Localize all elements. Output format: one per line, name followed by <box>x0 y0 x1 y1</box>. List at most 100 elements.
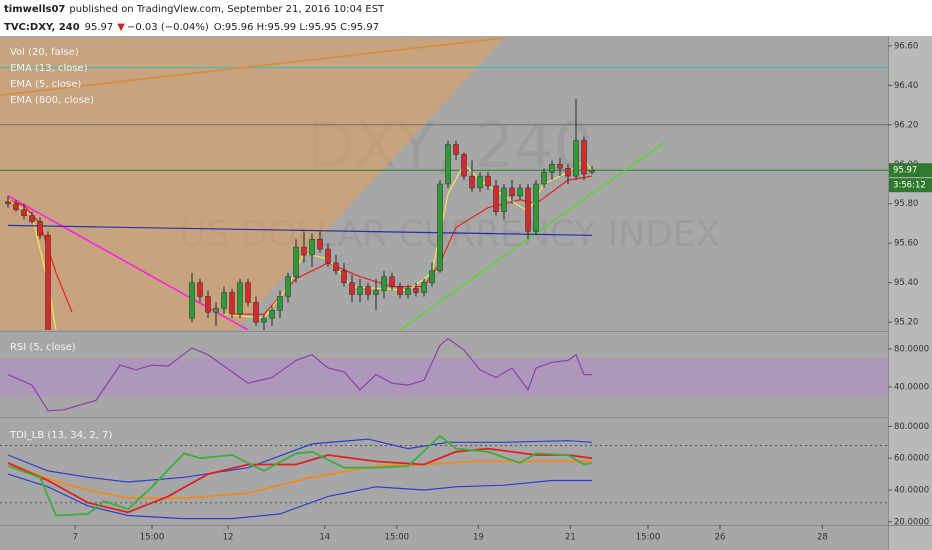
indicator-line <box>7 447 593 514</box>
author-line: timwells07 published on TradingView.com, … <box>4 4 385 15</box>
candle-body <box>373 290 379 295</box>
candle-body <box>589 169 595 173</box>
candle-body <box>533 183 539 232</box>
indicator-line <box>7 434 593 517</box>
x-tick-label: 15:00 <box>636 533 661 543</box>
indicator-line <box>7 337 592 412</box>
candle-body <box>333 262 339 272</box>
last-price: 95.97 <box>85 22 114 33</box>
candle-body <box>189 282 195 319</box>
x-tick-label: 15:00 <box>140 533 165 543</box>
pane <box>0 337 888 412</box>
candle-body <box>301 246 307 256</box>
candle-body <box>285 276 291 297</box>
candle-body <box>269 310 275 319</box>
y-tick-label: 96.60 <box>894 41 918 51</box>
candle-body <box>221 292 227 309</box>
candle-body <box>453 144 459 155</box>
watermark-subtitle: US DOLLAR CURRENCY INDEX <box>180 214 721 255</box>
chart-background <box>0 36 932 550</box>
candle-body <box>557 164 563 169</box>
y-tick-label: 60.0000 <box>894 454 929 464</box>
candle-body <box>253 302 259 323</box>
y-tick-label: 20.0000 <box>894 517 929 527</box>
indicator-line <box>7 438 593 483</box>
x-tick-label: 21 <box>565 533 576 543</box>
x-tick-label: 14 <box>319 533 330 543</box>
y-tick-label: 80.0000 <box>894 422 929 432</box>
candle-body <box>509 187 515 197</box>
y-tick-label: 40.0000 <box>894 486 929 496</box>
candle-body <box>485 175 491 187</box>
symbol-line: TVC:DXY, 240 95.97 ▼ −0.03 (−0.04%) O:95.96 … <box>4 22 379 33</box>
candle-body <box>437 183 443 272</box>
candle-body <box>413 288 419 293</box>
indicator-line <box>7 224 593 236</box>
x-tick-label: 26 <box>715 533 726 543</box>
tdi-title: TDI_LB (13, 34, 2, 7) <box>9 430 113 441</box>
y-tick-label: 95.60 <box>894 239 918 249</box>
candle-body <box>397 286 403 295</box>
change-arrow: ▼ <box>117 22 125 33</box>
candle-body <box>357 286 363 295</box>
legend-entry: EMA (800, close) <box>10 95 94 106</box>
candle-body <box>573 140 579 177</box>
countdown-box <box>889 178 932 193</box>
candle-body <box>493 185 499 212</box>
candle-body <box>501 187 507 212</box>
candle-body <box>205 296 211 313</box>
candle-body <box>525 187 531 232</box>
candle-body <box>349 282 355 295</box>
x-tick-label: 12 <box>223 533 234 543</box>
published: published on TradingView.com, September … <box>69 4 385 15</box>
y-tick-label: 40.0000 <box>894 382 929 392</box>
ohlc: O:95.96 H:95.99 L:95.95 C:95.97 <box>214 22 379 33</box>
rsi-title: RSI (5, close) <box>10 342 76 353</box>
candle-body <box>245 282 251 303</box>
candle-body <box>277 296 283 311</box>
x-tick-label: 15:00 <box>385 533 410 543</box>
candle-body <box>197 282 203 297</box>
indicator-line <box>7 460 592 499</box>
y-tick-label: 96.40 <box>894 81 918 91</box>
change: −0.03 (−0.04%) <box>127 22 209 33</box>
candle-body <box>517 187 523 197</box>
candle-body <box>45 235 51 330</box>
candle-body <box>581 140 587 175</box>
rsi-band <box>0 358 888 397</box>
candle-body <box>317 238 323 250</box>
price-axis <box>888 36 932 550</box>
candle-body <box>469 175 475 189</box>
candle-body <box>293 246 299 277</box>
candle-body <box>37 221 43 236</box>
price-label-box <box>889 163 932 178</box>
trend-line <box>399 141 665 330</box>
candle-body <box>325 248 331 264</box>
legend-entry: EMA (5, close) <box>10 79 81 90</box>
candle-body <box>549 164 555 173</box>
symbol: TVC:DXY, 240 <box>4 22 80 33</box>
trend-line <box>0 38 505 97</box>
author: timwells07 <box>4 4 65 15</box>
x-tick-label: 28 <box>817 533 828 543</box>
candle-body <box>237 282 243 315</box>
candle-body <box>213 308 219 313</box>
candle-body <box>365 286 371 295</box>
candle-body <box>421 282 427 293</box>
candle-body <box>461 154 467 177</box>
pane <box>0 434 888 520</box>
y-tick-label: 96.20 <box>894 120 918 130</box>
price-label: 95.97 <box>893 166 917 176</box>
candle-body <box>445 144 451 185</box>
candle-body <box>389 276 395 287</box>
countdown: 3:56:12 <box>893 181 926 191</box>
legend-volume: Vol (20, false) <box>10 47 79 58</box>
candle-body <box>13 203 19 210</box>
candle-body <box>261 317 267 323</box>
pane <box>0 38 888 330</box>
x-tick-label: 7 <box>72 533 77 543</box>
candle-body <box>565 167 571 177</box>
shaded-zone <box>0 38 504 330</box>
candle-body <box>309 238 315 256</box>
